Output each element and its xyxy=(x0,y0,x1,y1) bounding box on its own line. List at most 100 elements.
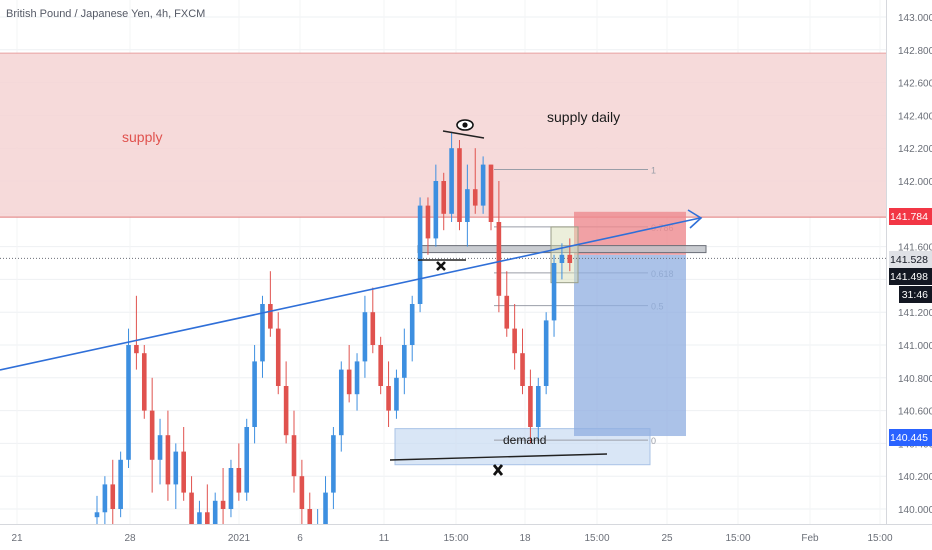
candle-body xyxy=(252,361,257,427)
price-tick-label: 142.400 xyxy=(898,111,932,122)
time-tick-label: 25 xyxy=(661,533,673,544)
candle-body xyxy=(362,312,368,362)
tag-current-price: 141.528 xyxy=(889,251,932,268)
candle xyxy=(228,459,234,518)
candle-body xyxy=(512,328,517,354)
price-tick-label: 140.200 xyxy=(898,472,932,483)
take-profit-box[interactable] xyxy=(574,254,686,437)
time-axis[interactable] xyxy=(0,525,932,550)
candle xyxy=(346,345,352,403)
candle xyxy=(370,287,376,354)
candle xyxy=(268,271,273,337)
candle xyxy=(252,345,257,444)
candle-body xyxy=(110,484,116,509)
candle xyxy=(173,443,179,509)
candle-body xyxy=(283,386,289,436)
candle xyxy=(236,443,242,501)
candle-body xyxy=(118,459,123,509)
candle-body xyxy=(504,295,510,329)
supply-daily-label: supply daily xyxy=(547,109,620,125)
time-tick-label: 15:00 xyxy=(584,533,609,544)
svg-text:141.498: 141.498 xyxy=(890,271,928,283)
candle xyxy=(338,361,344,452)
time-tick-label: Feb xyxy=(801,533,819,544)
candle xyxy=(528,369,533,444)
candle xyxy=(504,271,510,337)
candle-body xyxy=(220,500,226,509)
candle xyxy=(260,295,265,378)
price-tick-label: 141.200 xyxy=(898,308,932,319)
time-tick-label: 15:00 xyxy=(443,533,468,544)
tag-upper-line: 141.784 xyxy=(889,208,932,225)
candle-body xyxy=(94,512,100,518)
candle-body xyxy=(449,148,454,214)
time-tick-label: 21 xyxy=(11,533,23,544)
time-tick-label: 6 xyxy=(297,533,303,544)
price-tick-label: 140.600 xyxy=(898,407,932,418)
candle xyxy=(488,164,494,231)
time-tick-label: 2021 xyxy=(228,533,251,544)
candle xyxy=(409,295,415,362)
candle xyxy=(386,361,391,427)
time-tick-label: 28 xyxy=(124,533,136,544)
price-tick-label: 140.000 xyxy=(898,505,932,516)
candle-body xyxy=(559,254,565,263)
candle-body xyxy=(275,328,281,386)
candle xyxy=(299,459,305,526)
candle-body xyxy=(197,512,202,526)
candle-body xyxy=(394,377,399,411)
candle-body xyxy=(488,164,494,222)
candle-body xyxy=(181,451,186,493)
candle xyxy=(465,164,470,247)
swing-low-line-right xyxy=(389,453,608,461)
candle-body xyxy=(457,148,462,222)
tag-last-price: 141.498 xyxy=(889,268,932,285)
candle xyxy=(567,238,573,272)
candle-body xyxy=(433,181,439,239)
candle-body xyxy=(228,468,234,509)
candle xyxy=(378,336,383,395)
candle-body xyxy=(134,345,139,354)
symbol-title: British Pound / Japanese Yen, 4h, FXCM xyxy=(6,8,205,20)
candle-body xyxy=(236,468,242,493)
candle-body xyxy=(520,353,525,386)
eye-icon xyxy=(456,119,474,131)
candle xyxy=(551,254,557,337)
fib-level-label: 1 xyxy=(651,166,656,176)
candle-body xyxy=(149,410,155,460)
candle-body xyxy=(165,435,171,485)
candle xyxy=(110,459,116,526)
candle xyxy=(559,243,565,280)
candle-body xyxy=(535,386,541,427)
candle xyxy=(118,451,123,518)
candle-body xyxy=(567,254,573,263)
candle-body xyxy=(370,312,376,345)
candle xyxy=(449,131,454,222)
candle xyxy=(126,328,131,468)
price-tick-label: 141.600 xyxy=(898,243,932,254)
candle xyxy=(141,345,147,419)
candle-body xyxy=(346,369,352,395)
candle-body xyxy=(551,263,557,321)
candle xyxy=(275,312,281,395)
svg-text:31:46: 31:46 xyxy=(902,289,928,301)
candle-body xyxy=(307,509,313,534)
price-tick-label: 142.200 xyxy=(898,144,932,155)
candle xyxy=(480,156,486,214)
candle xyxy=(417,197,423,313)
tag-countdown: 31:46 xyxy=(899,286,932,303)
candle-body xyxy=(402,345,407,378)
candle-body xyxy=(244,427,250,493)
candle-body xyxy=(291,435,297,477)
trendline[interactable] xyxy=(0,217,701,371)
price-tick-label: 143.000 xyxy=(898,13,932,24)
demand-label: demand xyxy=(503,433,546,447)
price-tick-label: 142.000 xyxy=(898,177,932,188)
time-tick-label: 18 xyxy=(519,533,531,544)
candle xyxy=(331,427,336,509)
tag-demand-level: 140.445 xyxy=(889,429,932,446)
fib-level-label: 0 xyxy=(651,436,656,446)
svg-text:140.445: 140.445 xyxy=(890,432,928,444)
candle xyxy=(244,418,250,501)
